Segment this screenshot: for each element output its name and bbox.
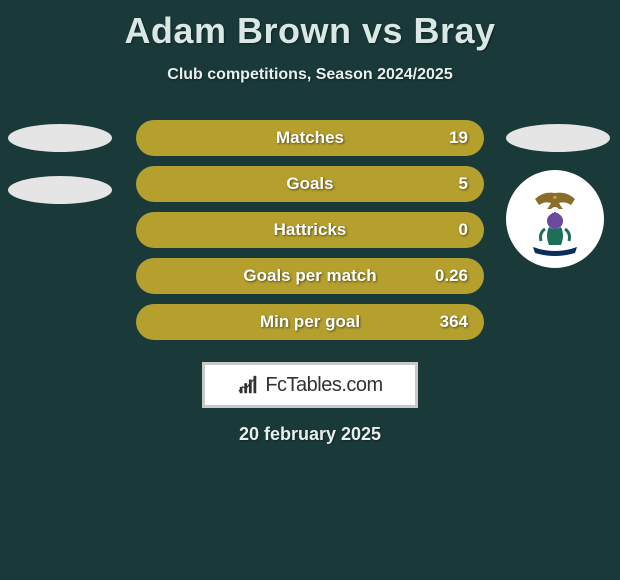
brand-name: FcTables.com bbox=[265, 374, 382, 397]
stat-label: Goals bbox=[286, 174, 333, 194]
stat-label: Min per goal bbox=[260, 312, 360, 332]
placeholder-oval bbox=[506, 124, 610, 152]
left-placeholder-group bbox=[8, 124, 112, 228]
stat-value: 0 bbox=[459, 220, 468, 240]
right-placeholder-group bbox=[506, 124, 610, 268]
placeholder-oval bbox=[8, 176, 112, 204]
stat-label: Hattricks bbox=[274, 220, 347, 240]
date-label: 20 february 2025 bbox=[0, 424, 620, 445]
stat-row-matches: Matches 19 bbox=[136, 120, 484, 156]
stat-row-goals: Goals 5 bbox=[136, 166, 484, 202]
club-crest bbox=[506, 170, 604, 268]
subtitle: Club competitions, Season 2024/2025 bbox=[0, 66, 620, 84]
stat-row-goals-per-match: Goals per match 0.26 bbox=[136, 258, 484, 294]
stat-value: 19 bbox=[449, 128, 468, 148]
stat-row-hattricks: Hattricks 0 bbox=[136, 212, 484, 248]
brand-box: FcTables.com bbox=[202, 362, 418, 408]
stat-value: 364 bbox=[440, 312, 468, 332]
bar-chart-icon bbox=[237, 374, 259, 396]
page-title: Adam Brown vs Bray bbox=[0, 10, 620, 52]
stat-value: 0.26 bbox=[435, 266, 468, 286]
stat-row-min-per-goal: Min per goal 364 bbox=[136, 304, 484, 340]
placeholder-oval bbox=[8, 124, 112, 152]
stat-value: 5 bbox=[459, 174, 468, 194]
stats-bars: Matches 19 Goals 5 Hattricks 0 Goals per… bbox=[136, 120, 484, 350]
stat-label: Matches bbox=[276, 128, 344, 148]
stat-label: Goals per match bbox=[243, 266, 376, 286]
crest-icon bbox=[515, 179, 595, 259]
